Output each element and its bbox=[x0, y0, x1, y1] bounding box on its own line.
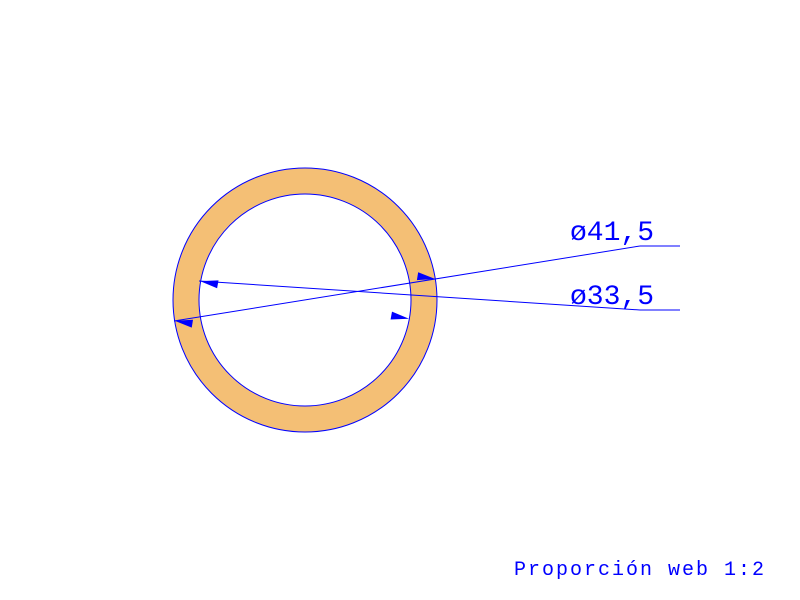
scale-footer: Proporción web 1:2 bbox=[514, 559, 766, 582]
dim-inner-label: ø33,5 bbox=[570, 282, 654, 313]
dim-inner-arrow-right bbox=[391, 312, 409, 320]
technical-drawing: ø41,5 ø33,5 Proporción web 1:2 bbox=[0, 0, 800, 600]
dim-inner-arrow-left bbox=[200, 280, 218, 288]
dim-outer-label: ø41,5 bbox=[570, 218, 654, 249]
